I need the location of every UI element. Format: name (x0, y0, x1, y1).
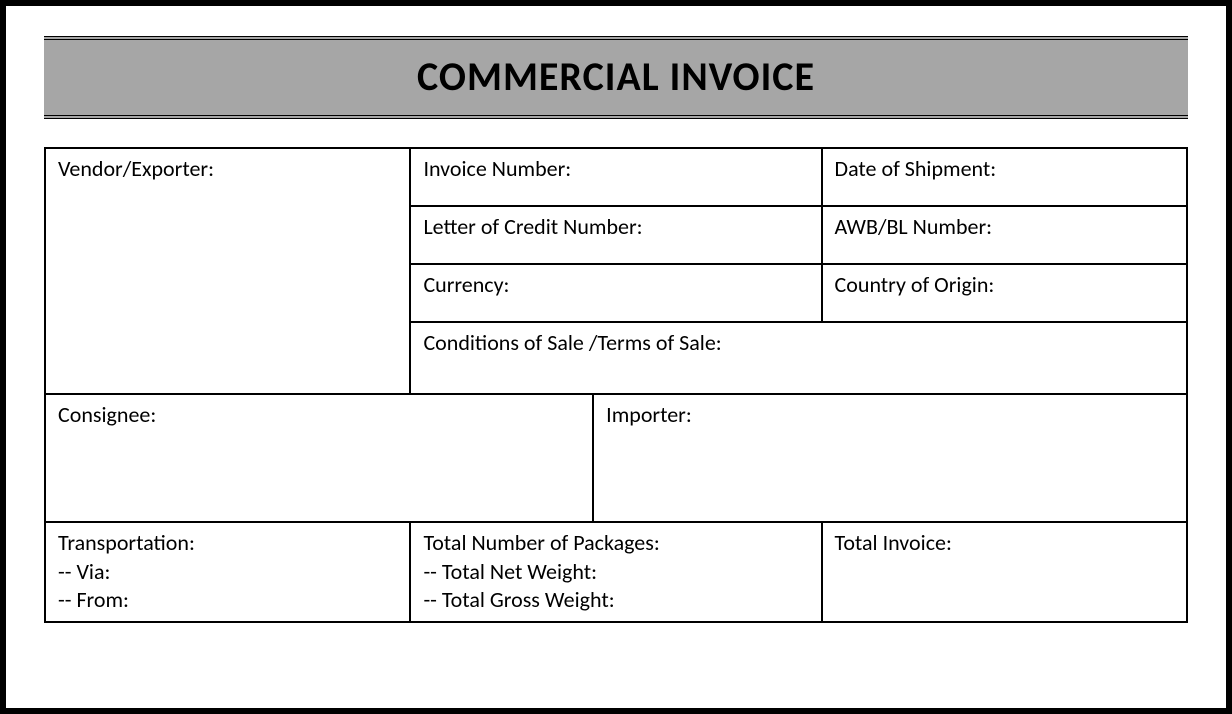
cell-awb-bl: AWB/BL Number: (822, 206, 1187, 264)
cell-invoice-number: Invoice Number: (410, 148, 821, 206)
label-importer: Importer: (606, 401, 692, 428)
cell-conditions-of-sale: Conditions of Sale /Terms of Sale: (410, 322, 1187, 394)
cell-transportation: Transportation: -- Via: -- From: (45, 522, 410, 622)
label-consignee: Consignee: (58, 401, 156, 428)
label-conditions-of-sale: Conditions of Sale /Terms of Sale: (423, 329, 721, 356)
cell-consignee: Consignee: (45, 394, 593, 522)
label-awb-bl: AWB/BL Number: (835, 213, 993, 240)
cell-letter-of-credit: Letter of Credit Number: (410, 206, 821, 264)
cell-total-packages: Total Number of Packages: -- Total Net W… (410, 522, 821, 622)
label-trans-from: -- From: (58, 586, 399, 615)
cell-importer: Importer: (593, 394, 1187, 522)
title-band: COMMERCIAL INVOICE (44, 36, 1188, 119)
label-letter-of-credit: Letter of Credit Number: (423, 213, 642, 240)
label-vendor-exporter: Vendor/Exporter: (58, 155, 214, 182)
label-currency: Currency: (423, 271, 509, 298)
cell-total-invoice: Total Invoice: (822, 522, 1187, 622)
cell-currency: Currency: (410, 264, 821, 322)
label-total-net-weight: -- Total Net Weight: (423, 558, 810, 587)
invoice-page: COMMERCIAL INVOICE Vendor/Exporter: Invo… (0, 0, 1232, 714)
label-country-of-origin: Country of Origin: (835, 271, 995, 298)
label-invoice-number: Invoice Number: (423, 155, 571, 182)
cell-country-of-origin: Country of Origin: (822, 264, 1187, 322)
label-trans-via: -- Via: (58, 558, 399, 587)
label-total-invoice: Total Invoice: (835, 529, 952, 556)
cell-vendor-exporter: Vendor/Exporter: (45, 148, 410, 394)
invoice-form-table: Vendor/Exporter: Invoice Number: Date of… (44, 147, 1188, 623)
cell-date-of-shipment: Date of Shipment: (822, 148, 1187, 206)
document-title: COMMERCIAL INVOICE (44, 52, 1188, 101)
label-transportation: Transportation: (58, 529, 399, 558)
label-total-packages: Total Number of Packages: (423, 529, 810, 558)
label-date-of-shipment: Date of Shipment: (835, 155, 997, 182)
label-total-gross-weight: -- Total Gross Weight: (423, 586, 810, 615)
